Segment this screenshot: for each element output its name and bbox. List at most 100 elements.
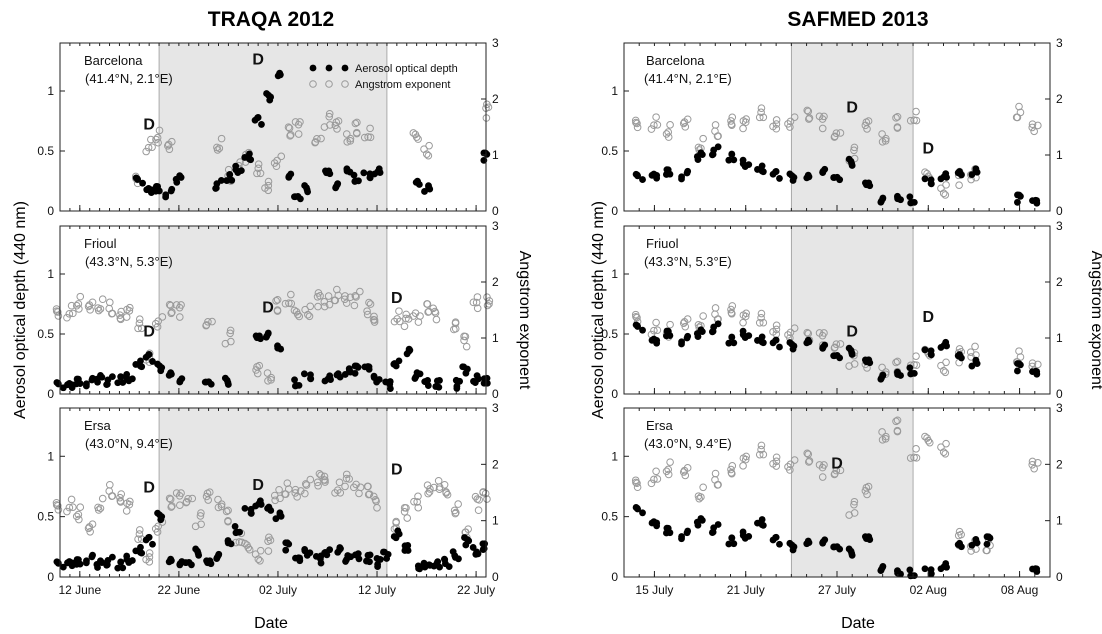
angstrom-point bbox=[845, 362, 853, 370]
aod-point bbox=[958, 171, 965, 179]
aod-point bbox=[678, 340, 685, 348]
aod-point bbox=[1014, 367, 1021, 375]
aod-point bbox=[316, 555, 324, 563]
date-tick-label: 21 July bbox=[727, 583, 765, 597]
angstrom-point bbox=[483, 301, 492, 310]
ae-tick-label: 1 bbox=[492, 514, 499, 528]
aod-point bbox=[123, 374, 131, 382]
angstrom-point bbox=[305, 312, 314, 321]
angstrom-point bbox=[652, 113, 660, 121]
shaded-period bbox=[790, 42, 914, 212]
angstrom-point bbox=[942, 439, 950, 448]
angstrom-point bbox=[912, 116, 921, 125]
aod-point bbox=[258, 121, 265, 128]
panel-frame bbox=[59, 42, 487, 212]
angstrom-point bbox=[892, 417, 900, 426]
angstrom-point bbox=[483, 495, 491, 503]
angstrom-point bbox=[196, 512, 205, 520]
aod-point bbox=[82, 559, 90, 567]
angstrom-point bbox=[757, 441, 766, 450]
angstrom-point bbox=[714, 132, 722, 140]
angstrom-point bbox=[460, 336, 468, 345]
angstrom-point bbox=[941, 191, 950, 199]
aod-point bbox=[237, 167, 245, 175]
angstrom-point bbox=[664, 465, 673, 474]
angstrom-point bbox=[317, 134, 325, 143]
angstrom-point bbox=[236, 158, 244, 166]
angstrom-point bbox=[122, 313, 131, 321]
site-coords: (43.0°N, 9.4°E) bbox=[644, 436, 732, 451]
aod-point bbox=[730, 156, 738, 164]
aod-point bbox=[708, 151, 716, 159]
angstrom-point bbox=[757, 108, 765, 117]
aod-point bbox=[958, 543, 965, 551]
aod-point bbox=[1032, 367, 1040, 375]
aod-point bbox=[789, 345, 797, 353]
angstrom-point bbox=[165, 494, 174, 503]
aod-point bbox=[848, 162, 856, 169]
aod-tick-label: 0 bbox=[47, 387, 54, 401]
aod-point bbox=[422, 378, 429, 385]
angstrom-point bbox=[473, 293, 482, 301]
angstrom-point bbox=[818, 473, 827, 481]
angstrom-point bbox=[117, 490, 126, 498]
angstrom-point bbox=[711, 127, 719, 135]
angstrom-point bbox=[878, 428, 886, 436]
angstrom-point bbox=[75, 305, 83, 313]
aod-point bbox=[383, 555, 391, 562]
angstrom-point bbox=[355, 489, 363, 498]
angstrom-point bbox=[830, 344, 839, 352]
aod-tick-label: 0.5 bbox=[601, 327, 618, 341]
ae-tick-label: 0 bbox=[492, 204, 499, 218]
angstrom-point bbox=[365, 490, 374, 498]
angstrom-point bbox=[286, 132, 294, 140]
aod-point bbox=[683, 169, 691, 177]
aod-point bbox=[117, 558, 125, 566]
angstrom-point bbox=[805, 458, 813, 466]
angstrom-point bbox=[912, 352, 920, 360]
angstrom-point bbox=[727, 465, 735, 474]
y-axis-label-right-2: Angstrom exponent bbox=[1088, 251, 1102, 390]
angstrom-point bbox=[306, 475, 315, 484]
angstrom-point bbox=[697, 493, 705, 501]
angstrom-point bbox=[294, 130, 303, 138]
aod-point bbox=[910, 199, 918, 206]
angstrom-point bbox=[276, 494, 284, 503]
angstrom-point bbox=[803, 106, 812, 115]
angstrom-point bbox=[955, 181, 963, 189]
aod-point bbox=[173, 178, 181, 186]
aod-point bbox=[694, 521, 702, 529]
angstrom-point bbox=[955, 527, 964, 536]
angstrom-point bbox=[728, 302, 737, 310]
angstrom-point bbox=[325, 112, 334, 121]
angstrom-point bbox=[450, 325, 458, 334]
aod-point bbox=[162, 193, 170, 201]
angstrom-point bbox=[350, 301, 359, 310]
angstrom-point bbox=[653, 475, 662, 483]
angstrom-point bbox=[711, 121, 720, 129]
angstrom-point bbox=[711, 310, 719, 318]
angstrom-point bbox=[63, 313, 71, 322]
angstrom-point bbox=[742, 309, 750, 318]
aod-point bbox=[968, 362, 976, 370]
angstrom-point bbox=[414, 318, 423, 326]
angstrom-point bbox=[291, 485, 300, 494]
aod-point bbox=[639, 176, 646, 183]
aod-tick-label: 0 bbox=[611, 387, 618, 401]
angstrom-point bbox=[137, 324, 146, 333]
angstrom-point bbox=[252, 366, 260, 374]
angstrom-point bbox=[331, 489, 339, 497]
angstrom-point bbox=[664, 133, 673, 141]
aod-point bbox=[425, 182, 432, 190]
angstrom-point bbox=[893, 416, 902, 425]
ae-tick-label: 0 bbox=[492, 570, 499, 584]
angstrom-point bbox=[845, 511, 853, 519]
aod-point bbox=[137, 549, 144, 556]
angstrom-point bbox=[861, 121, 870, 130]
aod-point bbox=[53, 379, 61, 386]
angstrom-point bbox=[277, 152, 286, 161]
angstrom-point bbox=[937, 443, 945, 451]
aod-point bbox=[145, 534, 152, 541]
aod-point bbox=[653, 174, 661, 182]
angstrom-point bbox=[325, 300, 334, 309]
